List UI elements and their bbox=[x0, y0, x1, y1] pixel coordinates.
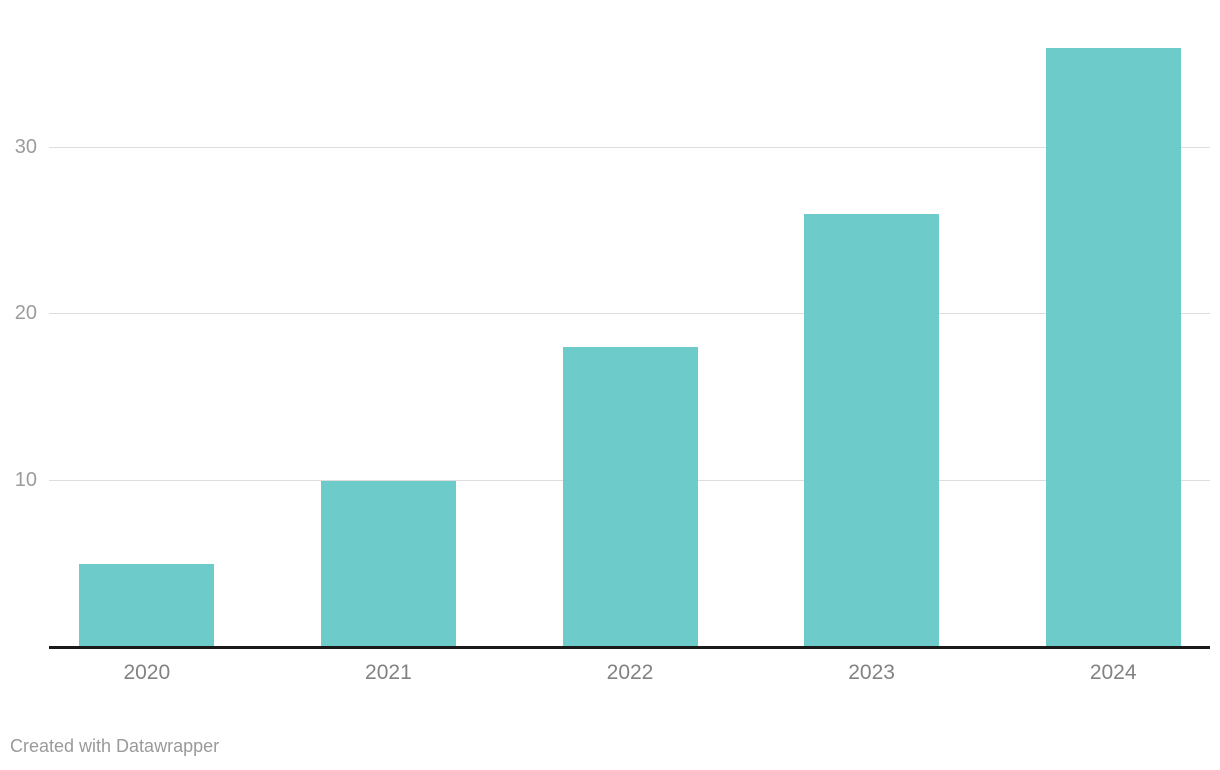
bar-2022 bbox=[562, 347, 698, 647]
x-axis-baseline bbox=[49, 646, 1210, 649]
x-axis-category-label: 2023 bbox=[848, 661, 895, 684]
x-axis-category-label: 2020 bbox=[123, 661, 171, 684]
bar-2020 bbox=[79, 563, 215, 647]
x-axis-category-label: 2024 bbox=[1089, 661, 1137, 684]
y-axis-tick-label: 20 bbox=[14, 302, 37, 324]
bar-2021 bbox=[320, 480, 456, 647]
y-axis-tick-label: 30 bbox=[14, 135, 37, 158]
y-axis-tick-label: 10 bbox=[14, 468, 37, 491]
attribution: Created with Datawrapper bbox=[10, 736, 219, 757]
bar-2023 bbox=[804, 214, 940, 647]
x-axis-category-label: 2021 bbox=[365, 661, 412, 684]
bar-2024 bbox=[1045, 47, 1181, 647]
datawrapper-attribution-link[interactable]: Created with Datawrapper bbox=[10, 736, 220, 756]
gridline-20 bbox=[49, 313, 1210, 314]
gridline-30 bbox=[49, 146, 1210, 148]
x-axis-category-label: 2022 bbox=[606, 661, 654, 684]
